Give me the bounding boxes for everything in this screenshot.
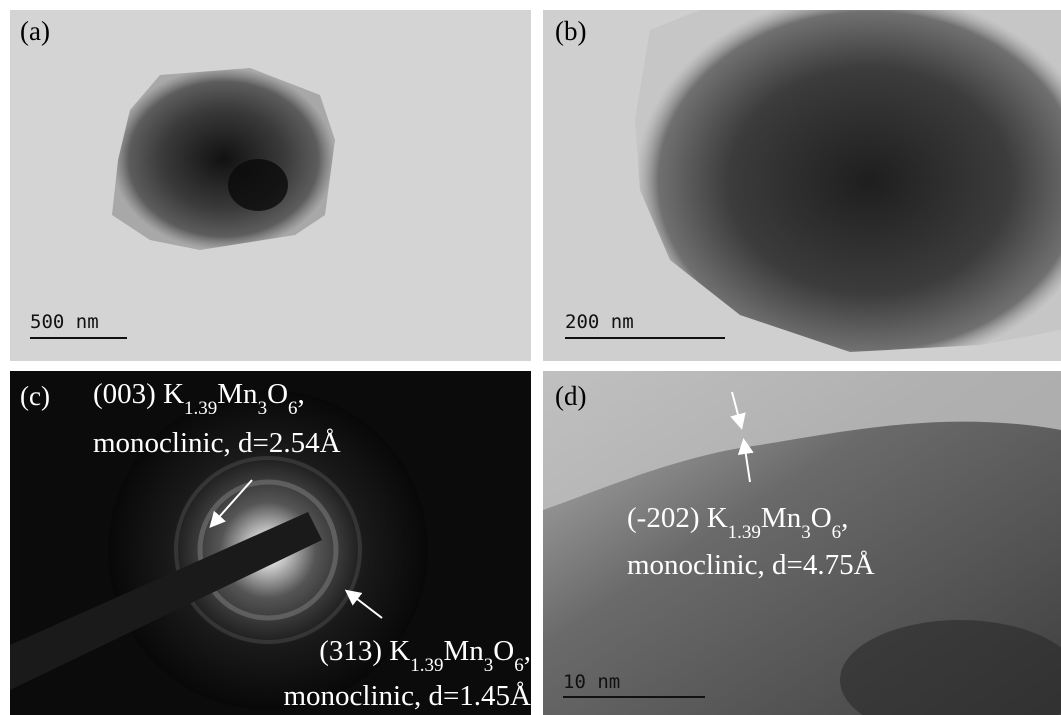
- annotation-text: O: [267, 378, 288, 410]
- panel-label: (a): [20, 16, 50, 46]
- subscript: 3: [258, 398, 268, 419]
- figure: (a)500 nm(b)200 nm(c)(003) K1.39Mn3O6,mo…: [0, 0, 1061, 715]
- particle: [112, 68, 335, 250]
- annotation-text: Mn: [444, 635, 485, 667]
- annotation-text: (313) K: [319, 635, 410, 667]
- panel-label: (b): [555, 16, 586, 46]
- subscript: 6: [288, 398, 298, 419]
- panel-label: (c): [20, 381, 50, 411]
- annotation-text: monoclinic, d=2.54Å: [93, 427, 341, 459]
- annotation-text: ,: [524, 635, 531, 667]
- subscript: 6: [514, 655, 524, 676]
- scale-bar-label: 500 nm: [30, 311, 99, 333]
- subscript: 3: [801, 522, 811, 543]
- annotation-text: monoclinic, d=4.75Å: [627, 549, 875, 581]
- subscript: 6: [832, 522, 842, 543]
- subscript: 1.39: [410, 655, 443, 676]
- scale-bar-label: 200 nm: [565, 311, 634, 333]
- annotation-text: ,: [841, 502, 848, 534]
- annotation-text: O: [493, 635, 514, 667]
- subscript: 1.39: [184, 398, 217, 419]
- panel-label: (d): [555, 381, 586, 411]
- annotation-text: Mn: [761, 502, 802, 534]
- annotation-text: (-202) K: [627, 502, 728, 534]
- dense-core: [228, 159, 288, 211]
- annotation-text: monoclinic, d=1.45Å: [283, 680, 531, 712]
- scale-bar-label: 10 nm: [563, 671, 620, 693]
- subscript: 3: [484, 655, 494, 676]
- annotation-text: (003) K: [93, 378, 184, 410]
- annotation: monoclinic, d=4.75Å: [627, 549, 875, 581]
- annotation-text: ,: [298, 378, 305, 410]
- subscript: 1.39: [728, 522, 761, 543]
- annotation: monoclinic, d=2.54Å: [93, 427, 341, 459]
- annotation-text: O: [811, 502, 832, 534]
- annotation-text: Mn: [217, 378, 258, 410]
- annotation: monoclinic, d=1.45Å: [283, 680, 531, 712]
- page: {"panels":[ {"label":"(a)","scale_bar":"…: [0, 0, 1061, 715]
